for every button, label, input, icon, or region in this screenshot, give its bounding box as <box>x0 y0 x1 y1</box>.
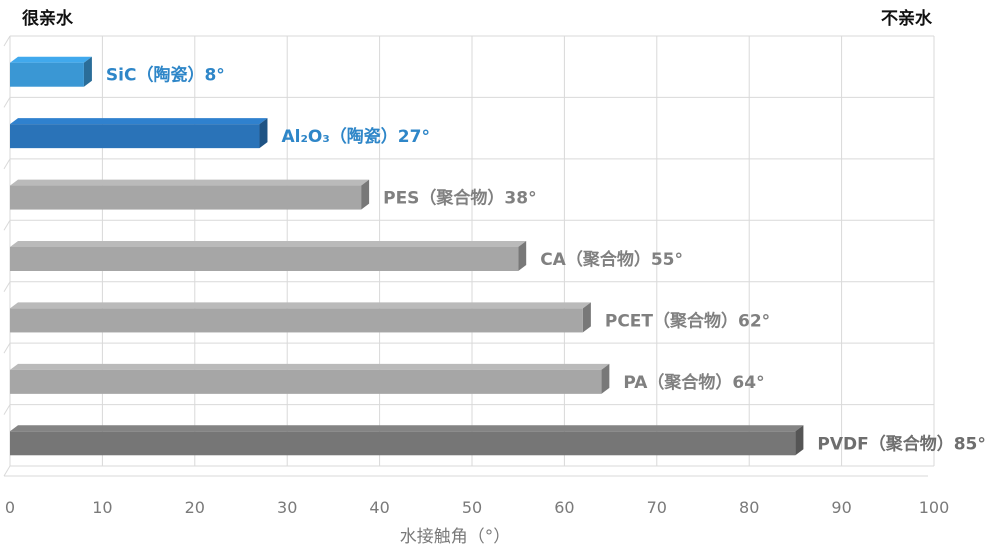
x-tick-label: 90 <box>831 498 851 517</box>
bar-front-face <box>10 62 84 87</box>
x-tick-labels: 0 10 20 30 40 50 60 70 80 90 100 <box>5 498 949 517</box>
bar-top-face <box>10 363 610 370</box>
gridline-depth <box>3 158 11 170</box>
bar-top-face <box>10 118 268 125</box>
bar-data-label: CA（聚合物）55° <box>540 249 683 270</box>
bar-data-label: PCET（聚合物）62° <box>605 310 770 331</box>
x-tick-label: 80 <box>739 498 759 517</box>
bar <box>10 363 610 394</box>
gridline-depth <box>3 281 11 292</box>
bar <box>10 56 92 87</box>
bar-side-face <box>601 363 610 394</box>
bar-top-face <box>10 56 92 63</box>
bar-top-face <box>10 241 527 247</box>
bar-data-label: PES（聚合物）38° <box>383 188 536 209</box>
bar-front-face <box>10 185 362 210</box>
x-tick-label: 100 <box>919 498 950 517</box>
x-tick-label: 20 <box>185 498 205 517</box>
gridline-depth <box>3 35 11 47</box>
x-tick-label: 40 <box>369 498 389 517</box>
x-tick-label: 70 <box>647 498 667 517</box>
gridline-depth <box>3 404 11 415</box>
hydrophilic-label: 很亲水 <box>22 9 73 29</box>
bar <box>10 302 591 333</box>
bar <box>10 179 370 210</box>
bar-data-label: Al₂O₃（陶瓷）27° <box>281 126 429 147</box>
bar-data-label: PA（聚合物）64° <box>623 372 764 393</box>
gridline-depth <box>3 97 11 108</box>
bar-front-face <box>10 369 602 394</box>
gridline-depth <box>3 220 11 231</box>
bar-front-face <box>10 247 519 271</box>
gridline-depth <box>3 342 11 354</box>
bar-side-face <box>582 302 591 333</box>
gridline-depth <box>3 465 11 477</box>
bar-top-face <box>10 302 591 309</box>
bar <box>10 241 527 271</box>
bar-side-face <box>83 56 92 87</box>
bar <box>10 425 804 456</box>
x-tick-label: 60 <box>554 498 574 517</box>
x-axis-label: 水接触角（°） <box>400 527 511 547</box>
bar-front-face <box>10 431 796 456</box>
bar-top-face <box>10 425 804 432</box>
bar-data-label: SiC（陶瓷）8° <box>106 65 225 86</box>
bar-side-face <box>795 425 804 456</box>
x-tick-label: 30 <box>277 498 297 517</box>
x-tick-label: 50 <box>462 498 482 517</box>
x-tick-label: 0 <box>5 498 15 517</box>
bar-front-face <box>10 308 583 333</box>
bar-side-face <box>518 241 527 271</box>
hydrophobic-label: 不亲水 <box>881 9 932 29</box>
bar-top-face <box>10 179 370 186</box>
x-tick-label: 10 <box>92 498 112 517</box>
bars: SiC（陶瓷）8° Al₂O₃（陶瓷）27° PES（聚合物）38° CA（聚合物）5… <box>10 56 986 456</box>
bar-front-face <box>10 124 260 149</box>
grid <box>3 35 935 477</box>
bar-side-face <box>361 179 370 210</box>
bar <box>10 118 268 149</box>
bar-data-label: PVDF（聚合物）85° <box>817 433 986 454</box>
bar-side-face <box>259 118 268 149</box>
